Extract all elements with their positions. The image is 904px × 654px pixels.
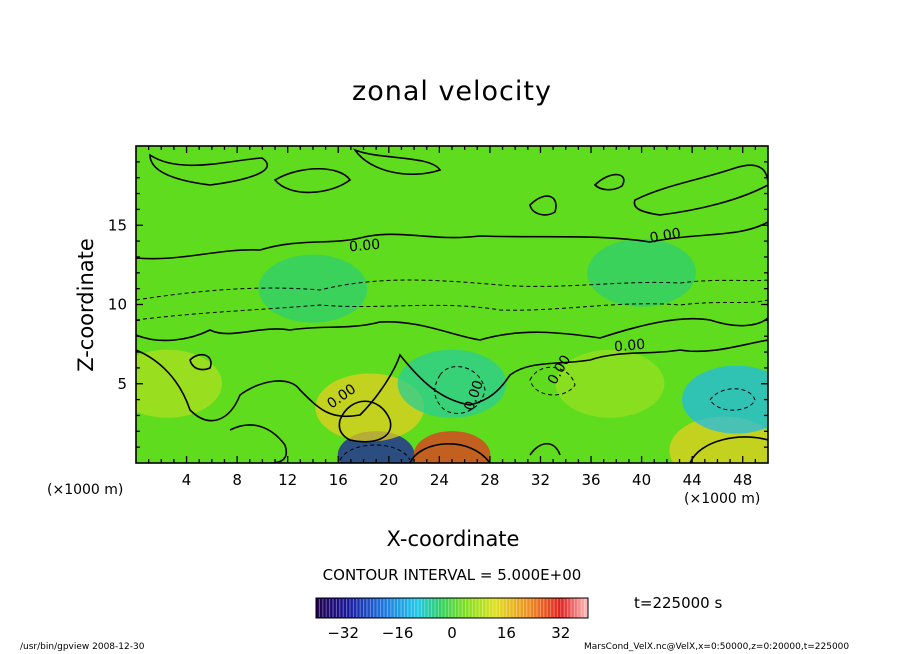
field-feature (682, 365, 768, 434)
contour-line-negative (136, 299, 768, 321)
field-feature (258, 254, 368, 323)
contour-line (229, 424, 288, 463)
contour-line (529, 442, 561, 456)
field-feature (555, 349, 665, 418)
x-tick-label: 32 (531, 471, 550, 489)
contour-line (409, 443, 491, 463)
colorbar-tick-label: −16 (382, 624, 414, 642)
colorbar-tick-label: 0 (447, 624, 457, 642)
x-tick-label: 44 (683, 471, 702, 489)
x-tick-label: 40 (632, 471, 651, 489)
y-tick-label: 10 (108, 296, 127, 314)
contour-line (633, 164, 768, 216)
contour-line (189, 353, 212, 371)
contour-line-negative (709, 388, 756, 411)
contour-label: 0.00 (613, 337, 645, 356)
x-scale-label-right: (×1000 m) (684, 491, 761, 507)
time-label: t=225000 s (634, 594, 723, 612)
y-axis-label: Z-coordinate (74, 238, 98, 372)
x-tick-label: 12 (278, 471, 297, 489)
x-tick-label: 36 (581, 471, 600, 489)
contour-line (136, 221, 768, 260)
contour-line (689, 436, 768, 463)
colorbar (315, 597, 589, 619)
contour-line-negative (136, 279, 768, 301)
x-tick-label: 20 (379, 471, 398, 489)
contour-line-negative (529, 366, 576, 396)
contour-line (593, 173, 625, 191)
x-tick-label: 48 (733, 471, 752, 489)
field-feature (315, 373, 425, 442)
colorbar-tick-label: 32 (551, 624, 570, 642)
footer-left: /usr/bin/gpview 2008-12-30 (20, 642, 145, 652)
contour-label: 0.00 (348, 237, 380, 256)
y-tick-label: 15 (108, 216, 127, 234)
x-tick-label: 24 (430, 471, 449, 489)
x-axis-label: X-coordinate (386, 527, 520, 551)
contour-label: 0.00 (649, 225, 682, 246)
colorbar-tick-label: 16 (497, 624, 516, 642)
contour-line (529, 195, 557, 216)
contour-line (352, 148, 442, 176)
x-scale-label-left: (×1000 m) (47, 482, 124, 498)
contour-line (273, 167, 352, 194)
contour-line (136, 339, 768, 422)
contour-line (149, 153, 269, 186)
chart-title: zonal velocity (352, 76, 552, 107)
field-feature (587, 238, 696, 307)
x-tick-label: 4 (182, 471, 192, 489)
contour-interval-label: CONTOUR INTERVAL = 5.000E+00 (322, 566, 582, 584)
contour-line-negative (339, 444, 411, 461)
field-feature (136, 349, 222, 418)
x-tick-label: 28 (480, 471, 499, 489)
x-tick-label: 8 (232, 471, 242, 489)
contour-line-negative (434, 366, 486, 414)
colorbar-tick-label: −32 (327, 624, 359, 642)
field-feature (397, 349, 507, 418)
contour-line (338, 400, 392, 443)
x-tick-label: 16 (329, 471, 348, 489)
contour-line (136, 317, 768, 342)
field-feature (413, 431, 491, 463)
footer-right: MarsCond_VelX.nc@VelX,x=0:50000,z=0:2000… (584, 642, 850, 652)
y-tick-label: 5 (117, 375, 127, 393)
